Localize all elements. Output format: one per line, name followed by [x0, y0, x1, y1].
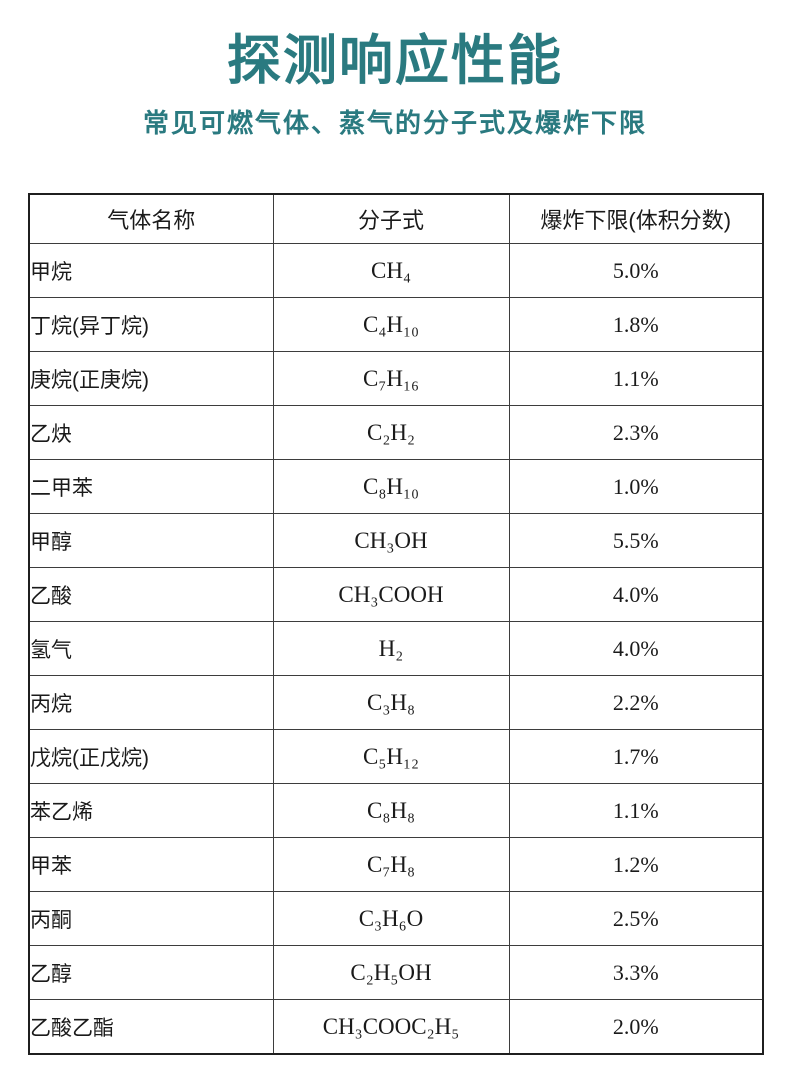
formula-cell: CH₃OH: [272, 513, 510, 568]
gas-name-cell: 甲醇: [28, 513, 274, 568]
table-header-row: 气体名称 分子式 爆炸下限(体积分数): [28, 193, 764, 244]
lel-cell: 1.8%: [508, 297, 764, 352]
lel-cell: 1.7%: [508, 729, 764, 784]
header-lel: 爆炸下限(体积分数): [508, 193, 764, 244]
formula-cell: C₈H₈: [272, 783, 510, 838]
lel-cell: 4.0%: [508, 567, 764, 622]
lel-cell: 1.1%: [508, 783, 764, 838]
gas-name-cell: 丙烷: [28, 675, 274, 730]
gas-name-cell: 丙酮: [28, 891, 274, 946]
lel-cell: 1.0%: [508, 459, 764, 514]
page-subtitle: 常见可燃气体、蒸气的分子式及爆炸下限: [142, 109, 647, 138]
formula-cell: C₂H₂: [272, 405, 510, 460]
table-row: 苯乙烯 C₈H₈ 1.1%: [28, 783, 764, 838]
lel-cell: 1.1%: [508, 351, 764, 406]
table-row: 乙酸 CH₃COOH 4.0%: [28, 567, 764, 622]
table-row: 甲烷 CH₄ 5.0%: [28, 243, 764, 298]
table-row: 戊烷(正戊烷) C₅H₁₂ 1.7%: [28, 729, 764, 784]
gas-name-cell: 乙酸: [28, 567, 274, 622]
header-formula: 分子式: [272, 193, 510, 244]
formula-cell: C₃H₈: [272, 675, 510, 730]
lel-cell: 5.0%: [508, 243, 764, 298]
gas-name-cell: 氢气: [28, 621, 274, 676]
formula-cell: C₇H₁₆: [272, 351, 510, 406]
formula-cell: CH₃COOC₂H₅: [272, 999, 510, 1055]
gas-name-cell: 甲苯: [28, 837, 274, 892]
lel-cell: 2.2%: [508, 675, 764, 730]
gas-name-cell: 乙炔: [28, 405, 274, 460]
formula-cell: CH₃COOH: [272, 567, 510, 622]
formula-cell: C₄H₁₀: [272, 297, 510, 352]
lel-cell: 2.3%: [508, 405, 764, 460]
table-row: 丙烷 C₃H₈ 2.2%: [28, 675, 764, 730]
gas-name-cell: 丁烷(异丁烷): [28, 297, 274, 352]
table-row: 乙醇 C₂H₅OH 3.3%: [28, 945, 764, 1000]
gas-name-cell: 甲烷: [28, 243, 274, 298]
table-row: 甲苯 C₇H₈ 1.2%: [28, 837, 764, 892]
gas-name-cell: 乙醇: [28, 945, 274, 1000]
table-header: 气体名称 分子式 爆炸下限(体积分数): [28, 193, 764, 244]
formula-cell: C₇H₈: [272, 837, 510, 892]
lel-cell: 5.5%: [508, 513, 764, 568]
table-row: 氢气 H₂ 4.0%: [28, 621, 764, 676]
formula-cell: C₃H₆O: [272, 891, 510, 946]
table-row: 丙酮 C₃H₆O 2.5%: [28, 891, 764, 946]
formula-cell: CH₄: [272, 243, 510, 298]
table-row: 庚烷(正庚烷) C₇H₁₆ 1.1%: [28, 351, 764, 406]
lel-cell: 3.3%: [508, 945, 764, 1000]
gas-name-cell: 苯乙烯: [28, 783, 274, 838]
lel-cell: 1.2%: [508, 837, 764, 892]
lel-cell: 4.0%: [508, 621, 764, 676]
table-body: 甲烷 CH₄ 5.0% 丁烷(异丁烷) C₄H₁₀ 1.8% 庚烷(正庚烷) C₇H₁₆ 1.1…: [28, 243, 764, 1055]
gas-name-cell: 乙酸乙酯: [28, 999, 274, 1055]
gas-name-cell: 二甲苯: [28, 459, 274, 514]
table-row: 二甲苯 C₈H₁₀ 1.0%: [28, 459, 764, 514]
gas-name-cell: 庚烷(正庚烷): [28, 351, 274, 406]
page-title: 探测响应性能: [227, 31, 563, 91]
formula-cell: H₂: [272, 621, 510, 676]
lel-cell: 2.0%: [508, 999, 764, 1055]
header-gas-name: 气体名称: [28, 193, 274, 244]
table-row: 丁烷(异丁烷) C₄H₁₀ 1.8%: [28, 297, 764, 352]
gas-properties-table: 气体名称 分子式 爆炸下限(体积分数) 甲烷 CH₄ 5.0% 丁烷(异丁烷) C₄H₁…: [28, 193, 764, 1055]
table-row: 乙酸乙酯 CH₃COOC₂H₅ 2.0%: [28, 999, 764, 1055]
table-row: 甲醇 CH₃OH 5.5%: [28, 513, 764, 568]
formula-cell: C₂H₅OH: [272, 945, 510, 1000]
lel-cell: 2.5%: [508, 891, 764, 946]
formula-cell: C₅H₁₂: [272, 729, 510, 784]
formula-cell: C₈H₁₀: [272, 459, 510, 514]
gas-name-cell: 戊烷(正戊烷): [28, 729, 274, 784]
table-row: 乙炔 C₂H₂ 2.3%: [28, 405, 764, 460]
